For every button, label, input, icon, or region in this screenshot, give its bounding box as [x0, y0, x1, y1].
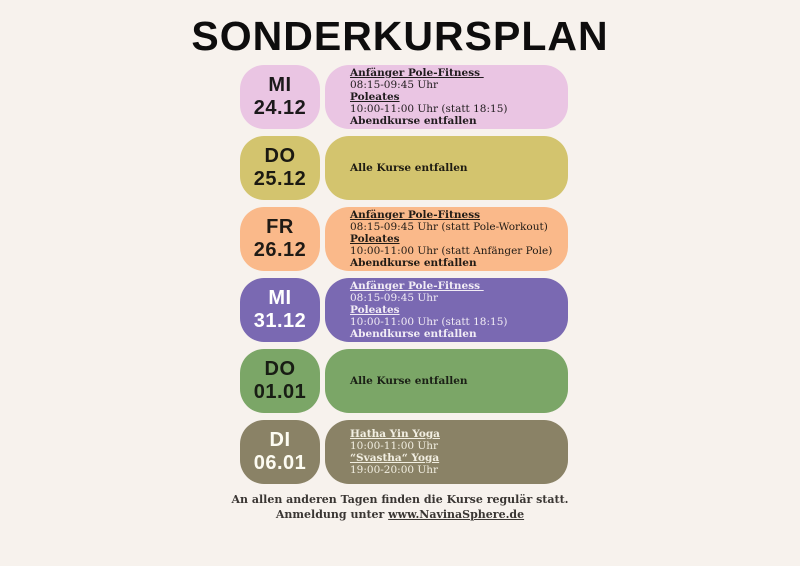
course-line: Alle Kurse entfallen — [350, 375, 468, 387]
course-line: Abendkurse entfallen — [350, 115, 477, 127]
day-label: MI — [268, 74, 292, 96]
schedule-row: MI 24.12 Anfänger Pole-Fitness 08:15-09:45… — [240, 65, 568, 129]
course-info-box: Anfänger Pole-Fitness 08:15-09:45 Uhr Pol… — [325, 65, 568, 129]
course-line: 19:00-20:00 Uhr — [350, 464, 439, 476]
date-box: MI 31.12 — [240, 278, 320, 342]
course-line: Abendkurse entfallen — [350, 257, 477, 269]
course-line: 10:00-11:00 Uhr — [350, 440, 439, 452]
course-info-box: Anfänger Pole-Fitness 08:15-09:45 Uhr Pol… — [325, 278, 568, 342]
schedule: MI 24.12 Anfänger Pole-Fitness 08:15-09:45… — [240, 65, 568, 484]
course-line: Poleates — [350, 91, 400, 103]
date-box: DO 25.12 — [240, 136, 320, 200]
course-line: Anfänger Pole-Fitness — [350, 280, 484, 292]
course-line: 10:00-11:00 Uhr (statt 18:15) — [350, 316, 508, 328]
day-label: FR — [266, 216, 294, 238]
course-line: Anfänger Pole-Fitness — [350, 209, 481, 221]
footer-registration-prefix: Anmeldung unter — [275, 507, 389, 521]
course-line: Abendkurse entfallen — [350, 328, 477, 340]
day-label: DO — [264, 358, 296, 380]
date-label: 25.12 — [253, 168, 307, 190]
date-label: 01.01 — [253, 381, 307, 403]
course-line: Hatha Yin Yoga — [350, 428, 440, 440]
course-info-box: Alle Kurse entfallen — [325, 349, 568, 413]
course-line: 08:15-09:45 Uhr (statt Pole-Workout) — [350, 221, 548, 233]
schedule-row: DI 06.01 Hatha Yin Yoga 10:00-11:00 Uhr “Sva… — [240, 420, 568, 484]
footer-note: An allen anderen Tagen finden die Kurse … — [231, 493, 569, 506]
course-info-box: Alle Kurse entfallen — [325, 136, 568, 200]
course-line: Poleates — [350, 304, 400, 316]
date-label: 06.01 — [253, 452, 307, 474]
course-line: 10:00-11:00 Uhr (statt Anfänger Pole) — [350, 245, 553, 257]
date-box: FR 26.12 — [240, 207, 320, 271]
date-box: MI 24.12 — [240, 65, 320, 129]
date-label: 24.12 — [253, 97, 307, 119]
date-label: 26.12 — [253, 239, 307, 261]
footer: An allen anderen Tagen finden die Kurse … — [0, 493, 800, 522]
schedule-row: MI 31.12 Anfänger Pole-Fitness 08:15-09:45… — [240, 278, 568, 342]
course-line: Alle Kurse entfallen — [350, 162, 468, 174]
course-line: Anfänger Pole-Fitness — [350, 67, 484, 79]
schedule-row: DO 25.12 Alle Kurse entfallen — [240, 136, 568, 200]
website-link[interactable]: www.NavinaSphere.de — [388, 507, 525, 521]
date-box: DI 06.01 — [240, 420, 320, 484]
course-line: 10:00-11:00 Uhr (statt 18:15) — [350, 103, 508, 115]
footer-registration: Anmeldung unter www.NavinaSphere.de — [0, 508, 800, 523]
schedule-row: FR 26.12 Anfänger Pole-Fitness 08:15-09:45 … — [240, 207, 568, 271]
course-line: “Svastha“ Yoga — [350, 452, 440, 464]
course-line: Poleates — [350, 233, 400, 245]
course-line: 08:15-09:45 Uhr — [350, 292, 439, 304]
day-label: DO — [264, 145, 296, 167]
day-label: DI — [269, 429, 291, 451]
schedule-row: DO 01.01 Alle Kurse entfallen — [240, 349, 568, 413]
course-info-box: Hatha Yin Yoga 10:00-11:00 Uhr “Svastha“ Y… — [325, 420, 568, 484]
date-box: DO 01.01 — [240, 349, 320, 413]
page-title: SONDERKURSPLAN — [191, 13, 609, 59]
day-label: MI — [268, 287, 292, 309]
date-label: 31.12 — [253, 310, 307, 332]
course-info-box: Anfänger Pole-Fitness 08:15-09:45 Uhr (st… — [325, 207, 568, 271]
course-line: 08:15-09:45 Uhr — [350, 79, 439, 91]
